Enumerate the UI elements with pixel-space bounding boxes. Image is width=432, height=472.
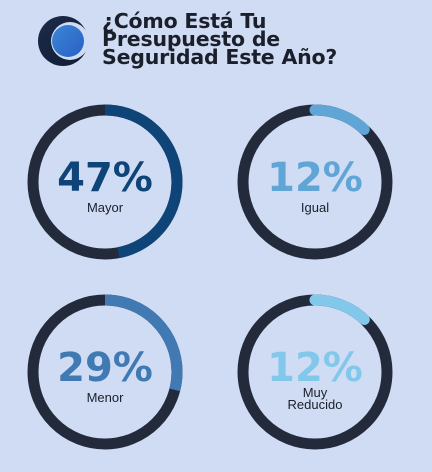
page-title: ¿Cómo Está Tu Presupuesto de Seguridad E… [102,9,412,69]
gauge-value: 12% [267,345,363,391]
crescent-logo-icon [38,16,89,66]
gauge-label-line: Muy [302,385,328,400]
gauge-label-line: Mayor [86,200,124,215]
gauge-label-line: Igual [300,200,330,215]
gauge-menor: 29% Menor [27,294,183,450]
title-line-1: ¿Cómo Está Tu [102,9,267,33]
gauge-muy-reducido: 12% Muy Reducido [237,294,393,450]
gauge-label: Muy Reducido [237,385,393,412]
gauge-ring [27,104,183,260]
gauge-label: Mayor [27,200,183,215]
gauge-arc [309,294,370,326]
gauge-arc [309,104,370,136]
gauge-value: 12% [267,155,363,201]
gauge-ring [237,294,393,450]
gauge-label-line: Reducido [287,397,343,412]
gauge-ring [27,294,183,450]
title-line-2: Presupuesto de [102,27,281,51]
gauge-label: Igual [237,200,393,215]
gauge-value: 47% [57,155,153,201]
gauge-arc [104,294,183,392]
gauge-igual: 12% Igual [237,104,393,260]
gauge-arc [104,104,183,259]
gauge-mayor: 47% Mayor [27,104,183,260]
gauge-value: 29% [57,345,153,391]
gauge-label: Menor [27,390,183,405]
title-line-3: Seguridad Este Año? [102,45,338,69]
gauge-label-line: Menor [86,390,124,405]
gauge-ring [237,104,393,260]
